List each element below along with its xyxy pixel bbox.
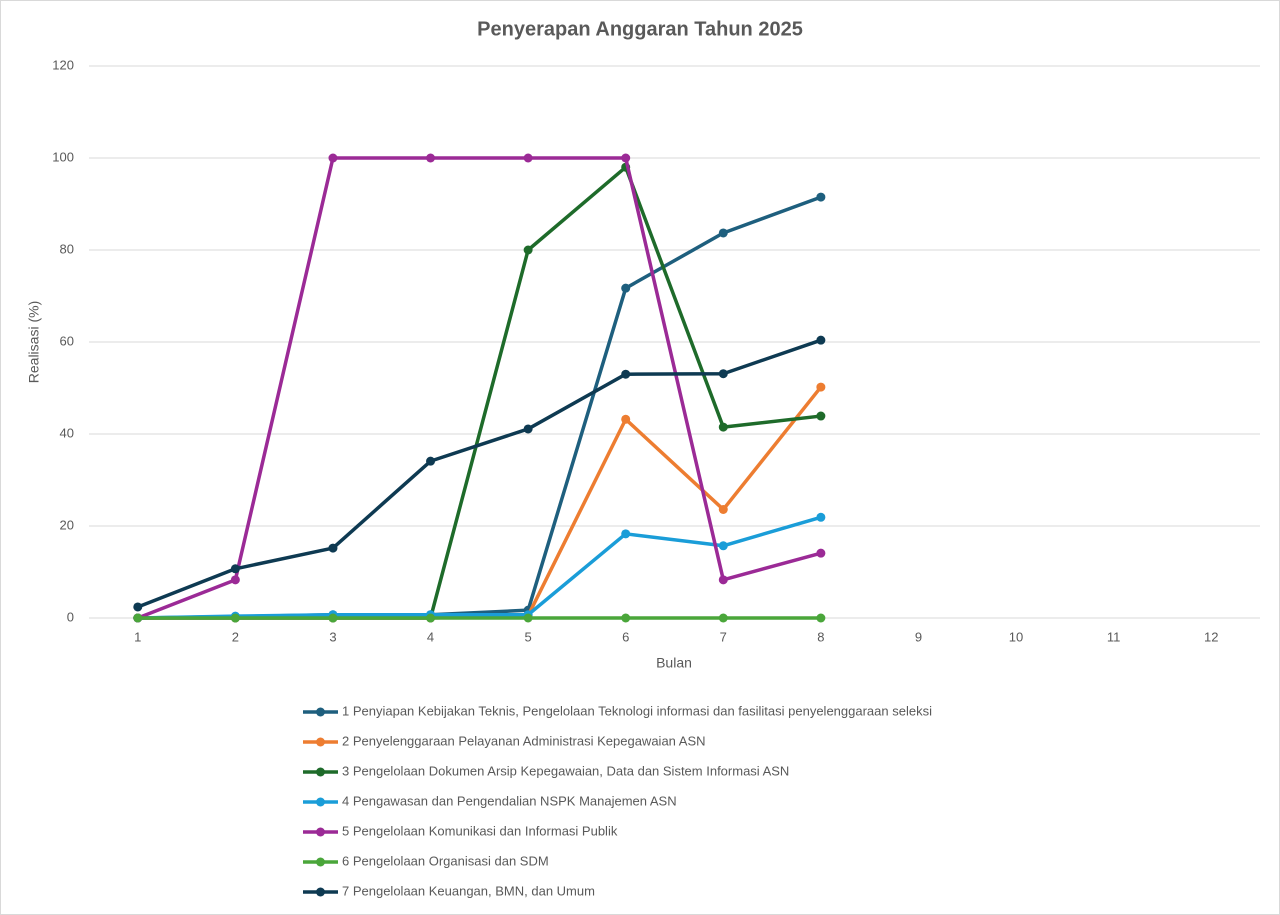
data-point [328, 613, 338, 623]
x-axis-label: Bulan [656, 655, 692, 671]
x-tick-label: 10 [1009, 629, 1023, 644]
data-point [523, 424, 533, 434]
data-point [426, 613, 436, 623]
y-tick-label: 100 [52, 149, 74, 164]
y-axis-label: Realisasi (%) [26, 301, 42, 383]
legend-label: 5 Pengelolaan Komunikasi dan Informasi P… [342, 823, 618, 838]
y-tick-label: 20 [60, 517, 74, 532]
x-tick-label: 3 [329, 629, 336, 644]
legend-marker [316, 797, 325, 807]
data-point [230, 564, 240, 574]
x-tick-label: 11 [1107, 629, 1121, 644]
data-point [133, 613, 143, 623]
data-point [718, 575, 728, 585]
data-point [718, 541, 728, 551]
data-point [718, 228, 728, 238]
legend-label: 2 Penyelenggaraan Pelayanan Administrasi… [342, 733, 706, 748]
x-tick-label: 12 [1204, 629, 1218, 644]
x-tick-label: 8 [817, 629, 824, 644]
legend-marker [316, 737, 325, 747]
data-point [816, 382, 826, 392]
legend-label: 4 Pengawasan dan Pengendalian NSPK Manaj… [342, 793, 677, 808]
data-point [816, 548, 826, 558]
data-point [816, 335, 826, 345]
data-point [816, 411, 826, 421]
y-tick-label: 0 [67, 609, 74, 624]
x-tick-label: 7 [720, 629, 727, 644]
legend-marker [316, 767, 325, 777]
y-tick-label: 60 [60, 333, 74, 348]
chart-title: Penyerapan Anggaran Tahun 2025 [477, 18, 803, 40]
data-point [230, 613, 240, 623]
data-point [230, 575, 240, 585]
y-tick-label: 40 [60, 425, 74, 440]
data-point [718, 613, 728, 623]
data-point [621, 153, 631, 163]
data-point [816, 192, 826, 202]
data-point [621, 283, 631, 293]
data-point [621, 613, 631, 623]
y-tick-label: 80 [60, 241, 74, 256]
x-tick-label: 9 [915, 629, 922, 644]
x-tick-label: 1 [134, 629, 141, 644]
x-tick-label: 6 [622, 629, 629, 644]
data-point [523, 153, 533, 163]
x-tick-label: 5 [525, 629, 532, 644]
legend-marker [316, 857, 325, 867]
data-point [621, 369, 631, 379]
x-tick-label: 4 [427, 629, 434, 644]
data-point [621, 529, 631, 539]
series-line [137, 156, 822, 620]
data-point [718, 504, 728, 514]
legend-label: 3 Pengelolaan Dokumen Arsip Kepegawaian,… [342, 763, 789, 778]
data-point [816, 512, 826, 522]
legend-label: 1 Penyiapan Kebijakan Teknis, Pengelolaa… [342, 703, 932, 718]
data-point [816, 613, 826, 623]
legend-marker [316, 887, 325, 897]
data-point [328, 153, 338, 163]
data-point [133, 602, 143, 612]
data-point [523, 613, 533, 623]
legend-label: 7 Pengelolaan Keuangan, BMN, dan Umum [342, 883, 595, 898]
data-point [426, 153, 436, 163]
series-line [137, 338, 822, 609]
data-point [718, 422, 728, 432]
legend-marker [316, 827, 325, 837]
x-tick-label: 2 [232, 629, 239, 644]
data-point [523, 245, 533, 255]
legend-marker [316, 707, 325, 717]
data-point [328, 543, 338, 553]
data-point [718, 369, 728, 379]
legend-label: 6 Pengelolaan Organisasi dan SDM [342, 853, 549, 868]
y-tick-label: 120 [52, 57, 74, 72]
data-point [621, 414, 631, 424]
series-line [137, 515, 822, 620]
data-point [426, 456, 436, 466]
